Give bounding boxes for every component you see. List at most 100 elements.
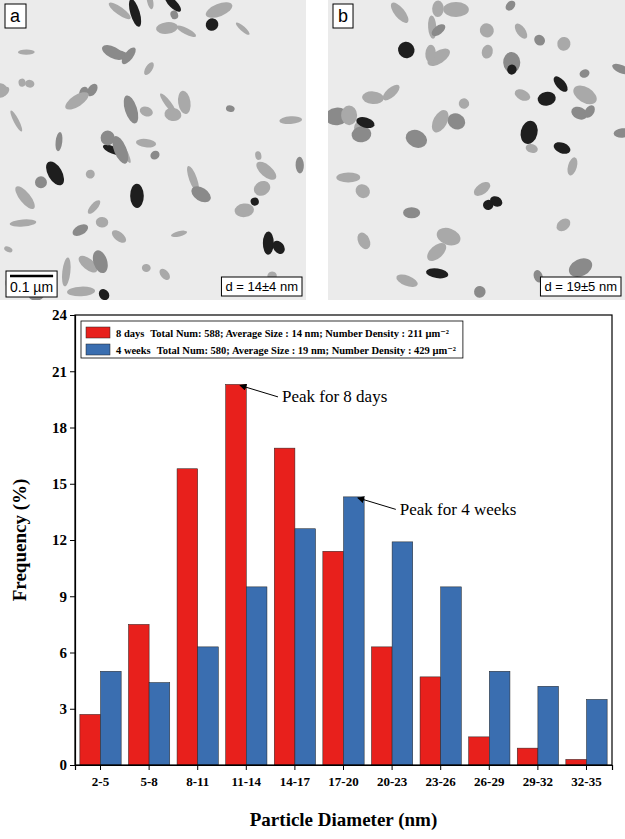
particle (582, 103, 597, 119)
panel-label-frame (5, 4, 26, 28)
caption: d = 19±5 nm (544, 279, 617, 294)
bar (226, 384, 247, 765)
particle (63, 89, 92, 113)
particle (480, 44, 494, 60)
particle (388, 0, 412, 26)
particle (525, 142, 539, 154)
particle (253, 158, 279, 183)
particle (126, 0, 143, 28)
annotation-arrow (358, 498, 396, 510)
caption-box: d = 19±5 nm (540, 277, 621, 296)
bar (371, 647, 392, 765)
bar (566, 759, 587, 765)
y-tick: 9 (60, 589, 76, 605)
y-tick-mark (70, 315, 75, 316)
panel-label-box: b (333, 4, 353, 28)
caption-frame (540, 277, 621, 296)
particle (552, 140, 572, 156)
particle (250, 197, 260, 207)
particle (279, 116, 302, 125)
micrograph-background (0, 0, 306, 300)
particle (163, 106, 182, 122)
particle (90, 248, 110, 275)
y-tick-mark (70, 765, 75, 766)
bar (517, 748, 538, 765)
particle (234, 21, 251, 37)
particle (135, 138, 156, 149)
particle (254, 151, 262, 161)
bar (344, 497, 365, 765)
particle (163, 0, 184, 14)
y-tick-label: 15 (52, 476, 67, 492)
particle (149, 149, 162, 162)
y-tick-mark (70, 484, 75, 485)
x-tick: 32-35 (571, 765, 602, 789)
x-tick-mark (440, 765, 441, 770)
particle (95, 216, 108, 228)
particle (0, 80, 10, 100)
annotation: Peak for 4 weeks (400, 500, 517, 519)
x-tick-mark (489, 765, 490, 770)
x-tick-mark (537, 765, 538, 770)
x-tick-mark (343, 765, 344, 770)
particle (477, 21, 497, 41)
scale-bar-box: 0.1 µm (6, 271, 57, 297)
particle (157, 267, 172, 282)
x-tick-label: 29-32 (523, 774, 553, 789)
particle (33, 174, 50, 191)
scale-bar-label: 0.1 µm (10, 279, 53, 295)
particle (403, 127, 430, 152)
particle (611, 62, 625, 77)
particle (537, 90, 557, 107)
particle (551, 74, 570, 94)
figure: ad = 14±4 nm0.1 µmbd = 19±5 nm0369121518… (0, 0, 625, 839)
bar (295, 529, 316, 765)
particle (3, 245, 13, 253)
particle (532, 33, 547, 48)
y-tick-label: 9 (60, 589, 68, 605)
particle (145, 0, 155, 10)
legend-swatch (86, 344, 110, 355)
particle (9, 109, 24, 132)
particle (336, 172, 360, 182)
micrograph-background (328, 0, 625, 300)
bar (489, 671, 510, 765)
particle (355, 115, 376, 130)
particle (578, 68, 590, 79)
x-tick: 20-23 (377, 765, 408, 789)
bar (177, 469, 198, 765)
annotation-arrow (240, 385, 278, 397)
particle (457, 96, 471, 110)
x-axis-title: Particle Diameter (nm) (250, 809, 437, 831)
particle (100, 42, 127, 63)
caption: d = 14±4 nm (225, 279, 298, 294)
bar (80, 714, 101, 765)
legend-details: Total Num: 588; Average Size : 14 nm; Nu… (150, 328, 449, 339)
bars (80, 384, 607, 765)
scale-bar (10, 275, 53, 278)
particle (55, 132, 64, 152)
x-tick-label: 5-8 (140, 774, 158, 789)
x-tick: 2-5 (92, 765, 110, 789)
bar (198, 647, 219, 765)
x-tick-mark (197, 765, 198, 770)
x-tick-label: 11-14 (231, 774, 261, 789)
particle (474, 285, 487, 298)
particle (9, 218, 36, 227)
particle (42, 158, 67, 188)
particle (188, 183, 213, 206)
y-axis: 03691215182124 (52, 307, 76, 773)
annotations: Peak for 8 daysPeak for 4 weeks (240, 385, 516, 519)
particle (18, 49, 35, 55)
particle (107, 0, 133, 22)
bar (441, 587, 462, 765)
y-tick-label: 6 (60, 645, 68, 661)
particle (506, 64, 517, 76)
bar (538, 686, 559, 765)
y-tick: 18 (52, 420, 75, 436)
particle (429, 22, 447, 39)
particle (71, 222, 91, 239)
particle (203, 16, 220, 33)
particle (380, 82, 402, 103)
particle (518, 119, 540, 146)
